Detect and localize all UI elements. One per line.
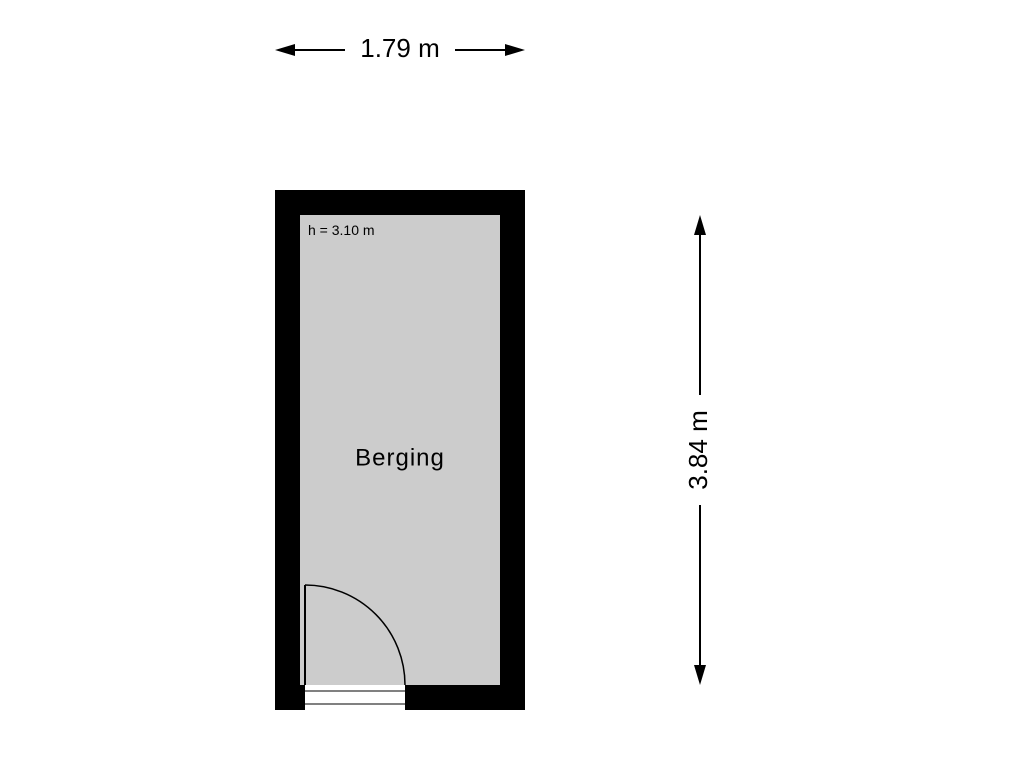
ceiling-height-label: h = 3.10 m bbox=[308, 222, 375, 238]
door-threshold bbox=[305, 685, 405, 710]
dim-height-label: 3.84 m bbox=[683, 410, 713, 490]
room-name-label: Berging bbox=[355, 445, 445, 472]
dimension-width: 1.79 m bbox=[275, 33, 525, 63]
floorplan-diagram: 1.79 m 3.84 m Berging h = 3.10 m bbox=[0, 0, 1024, 768]
dim-height-arrow-top bbox=[694, 215, 706, 235]
dim-width-label: 1.79 m bbox=[360, 33, 440, 63]
dim-height-arrow-bottom bbox=[694, 665, 706, 685]
dimension-height: 3.84 m bbox=[683, 215, 713, 685]
dim-width-arrow-right bbox=[505, 44, 525, 56]
dim-width-arrow-left bbox=[275, 44, 295, 56]
